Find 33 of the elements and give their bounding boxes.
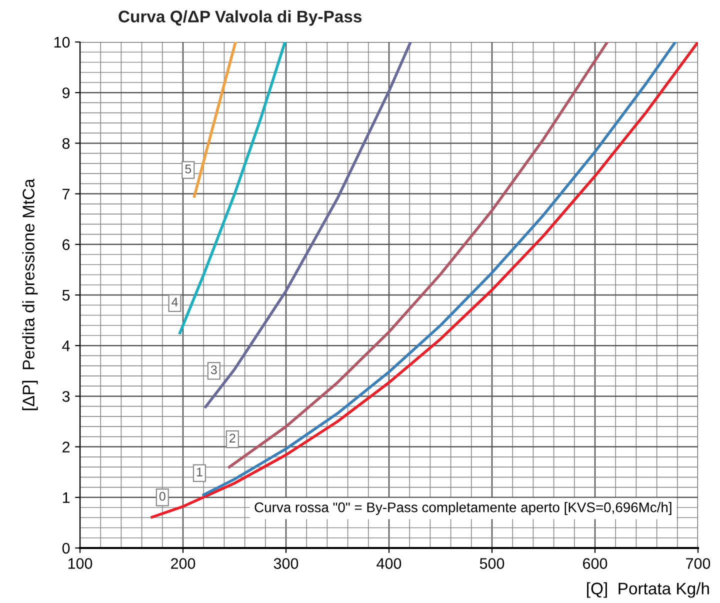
annotation: Curva rossa "0" = By-Pass completamente aperto [KVS=0,696Mc/h] [254, 502, 672, 516]
y-tick-label: 0 [62, 542, 70, 554]
y-tick-label: 4 [62, 340, 70, 352]
annotation: 3 [210, 365, 217, 374]
x-tick-label: 100 [68, 558, 92, 569]
x-tick-label: 600 [583, 558, 608, 569]
annotation: 5 [185, 164, 192, 174]
annotation: 4 [172, 298, 178, 306]
x-axis-title: [Q] Portata Kg/h [587, 582, 709, 598]
x-tick-label: 200 [171, 558, 196, 569]
y-tick-label: 2 [62, 442, 70, 452]
x-tick-label: 400 [376, 558, 402, 569]
x-tick-label: 500 [480, 558, 504, 569]
line-series [178, 42, 286, 334]
annotation: 0 [159, 492, 166, 501]
y-tick-label: 9 [62, 87, 70, 98]
annotation: 2 [230, 434, 236, 442]
chart-title: Curva Q/ΔP Valvola di By-Pass [118, 10, 362, 26]
y-tick-label: 1 [62, 492, 70, 503]
x-tick-label: 700 [686, 558, 710, 569]
line-series [202, 42, 677, 496]
y-tick-label: 8 [62, 138, 70, 149]
annotation: 1 [196, 468, 202, 476]
y-tick-label: 7 [62, 188, 70, 200]
line-series [150, 42, 698, 519]
y-tick-label: 3 [62, 391, 70, 402]
line-series [204, 42, 412, 408]
y-tick-label: 6 [62, 239, 70, 250]
y-axis-title: [ΔP] Perdita di pressione MtCa [22, 178, 38, 410]
y-tick-label: 10 [54, 36, 70, 48]
line-series [228, 42, 609, 468]
y-tick-label: 5 [62, 290, 70, 301]
x-tick-label: 300 [274, 558, 298, 569]
